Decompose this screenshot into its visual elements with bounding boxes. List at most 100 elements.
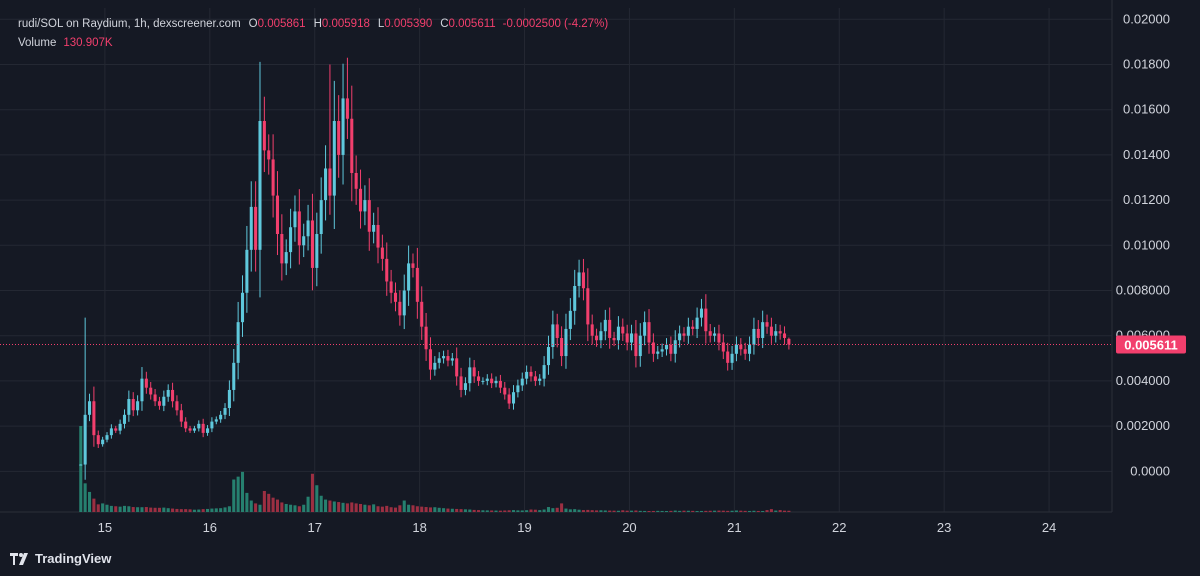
volume-bar bbox=[363, 504, 367, 512]
candle-body bbox=[638, 335, 642, 357]
candle bbox=[734, 336, 738, 362]
volume-bar bbox=[734, 510, 738, 512]
volume-bar bbox=[157, 507, 161, 512]
y-tick-label: 0.01000 bbox=[1123, 237, 1170, 252]
candle-body bbox=[393, 292, 398, 302]
candle bbox=[730, 345, 734, 370]
candle-body bbox=[503, 387, 507, 395]
volume-bar bbox=[162, 507, 166, 512]
candle bbox=[520, 372, 524, 391]
candle-body bbox=[411, 263, 415, 268]
candle-body bbox=[223, 408, 227, 415]
candle bbox=[498, 374, 502, 394]
candle-body bbox=[634, 333, 638, 357]
candle-body bbox=[590, 324, 594, 336]
candle bbox=[507, 388, 511, 409]
candle bbox=[83, 317, 87, 480]
volume-bar bbox=[477, 510, 481, 512]
candle bbox=[599, 322, 603, 349]
candle-body bbox=[385, 258, 389, 282]
y-axis-labels: 0.02000 0.01800 0.01600 0.01400 0.01200 0.010… bbox=[1116, 11, 1170, 478]
volume-bar bbox=[599, 510, 603, 512]
candle bbox=[385, 242, 389, 296]
candle-body bbox=[704, 308, 708, 332]
volume-bar bbox=[262, 490, 266, 512]
candle bbox=[442, 350, 446, 364]
candle bbox=[560, 326, 564, 367]
candle-body bbox=[691, 326, 695, 329]
volume-bar bbox=[302, 504, 306, 512]
candle bbox=[393, 282, 398, 312]
candle bbox=[415, 247, 419, 319]
candle-body bbox=[245, 249, 249, 293]
x-tick-label: 20 bbox=[622, 520, 636, 535]
tradingview-logo[interactable]: TradingView bbox=[10, 551, 111, 566]
candle-body bbox=[188, 428, 192, 431]
volume-bar bbox=[787, 510, 791, 512]
volume-bars bbox=[79, 426, 791, 512]
candle-body bbox=[179, 410, 183, 422]
volume-bar bbox=[341, 502, 345, 512]
volume-bar bbox=[485, 510, 489, 512]
candle bbox=[529, 366, 533, 382]
volume-bar bbox=[284, 503, 288, 512]
candle-body bbox=[149, 387, 153, 395]
volume-bar bbox=[315, 485, 319, 512]
volume-bar bbox=[188, 509, 192, 512]
candle bbox=[573, 269, 577, 325]
candle-body bbox=[761, 322, 765, 338]
candle-body bbox=[118, 423, 122, 431]
candle-body bbox=[83, 414, 87, 465]
candle-body bbox=[433, 362, 437, 370]
volume-bar bbox=[730, 510, 734, 512]
candle-body bbox=[341, 98, 345, 155]
candle bbox=[490, 373, 494, 389]
candle bbox=[420, 286, 424, 340]
volume-bar bbox=[765, 510, 769, 512]
candle-body bbox=[721, 342, 725, 352]
low-value: 0.005390 bbox=[384, 18, 433, 30]
candle-body bbox=[131, 398, 135, 411]
candle bbox=[358, 169, 363, 229]
candle-body bbox=[446, 356, 450, 361]
candle bbox=[324, 145, 328, 221]
candle-body bbox=[450, 358, 454, 361]
candle bbox=[472, 360, 476, 383]
y-tick-label: 0.002000 bbox=[1116, 418, 1170, 433]
candle bbox=[271, 134, 275, 218]
candle-body bbox=[564, 328, 568, 357]
volume-bar bbox=[503, 510, 507, 512]
candle bbox=[643, 311, 647, 346]
volume-bar bbox=[673, 510, 677, 512]
candle-body bbox=[389, 281, 393, 293]
volume-bar bbox=[437, 507, 441, 512]
candle bbox=[206, 425, 210, 436]
y-tick-label: 0.004000 bbox=[1116, 373, 1170, 388]
volume-bar bbox=[179, 509, 183, 512]
candle bbox=[463, 377, 467, 396]
candle-body bbox=[538, 378, 542, 381]
candle bbox=[568, 298, 572, 341]
volume-bar bbox=[175, 508, 179, 512]
candle-body bbox=[708, 331, 712, 336]
volume-bar bbox=[769, 509, 773, 512]
x-axis-labels: 15 16 17 18 19 20 21 22 23 24 bbox=[98, 520, 1057, 535]
candle bbox=[197, 420, 201, 432]
volume-bar bbox=[717, 510, 721, 512]
candle-body bbox=[258, 121, 262, 250]
candle bbox=[140, 367, 144, 411]
candle bbox=[96, 430, 100, 448]
candle-body bbox=[546, 347, 551, 366]
candle bbox=[713, 327, 717, 342]
volume-bar bbox=[144, 507, 148, 512]
volume-bar bbox=[743, 510, 747, 512]
candle-body bbox=[616, 326, 620, 341]
candle-body bbox=[695, 317, 699, 329]
volume-bar bbox=[643, 510, 647, 512]
candle-body bbox=[481, 380, 485, 382]
volume-bar bbox=[568, 509, 572, 512]
candle bbox=[699, 298, 703, 327]
candle bbox=[118, 419, 122, 435]
candle bbox=[546, 335, 551, 375]
